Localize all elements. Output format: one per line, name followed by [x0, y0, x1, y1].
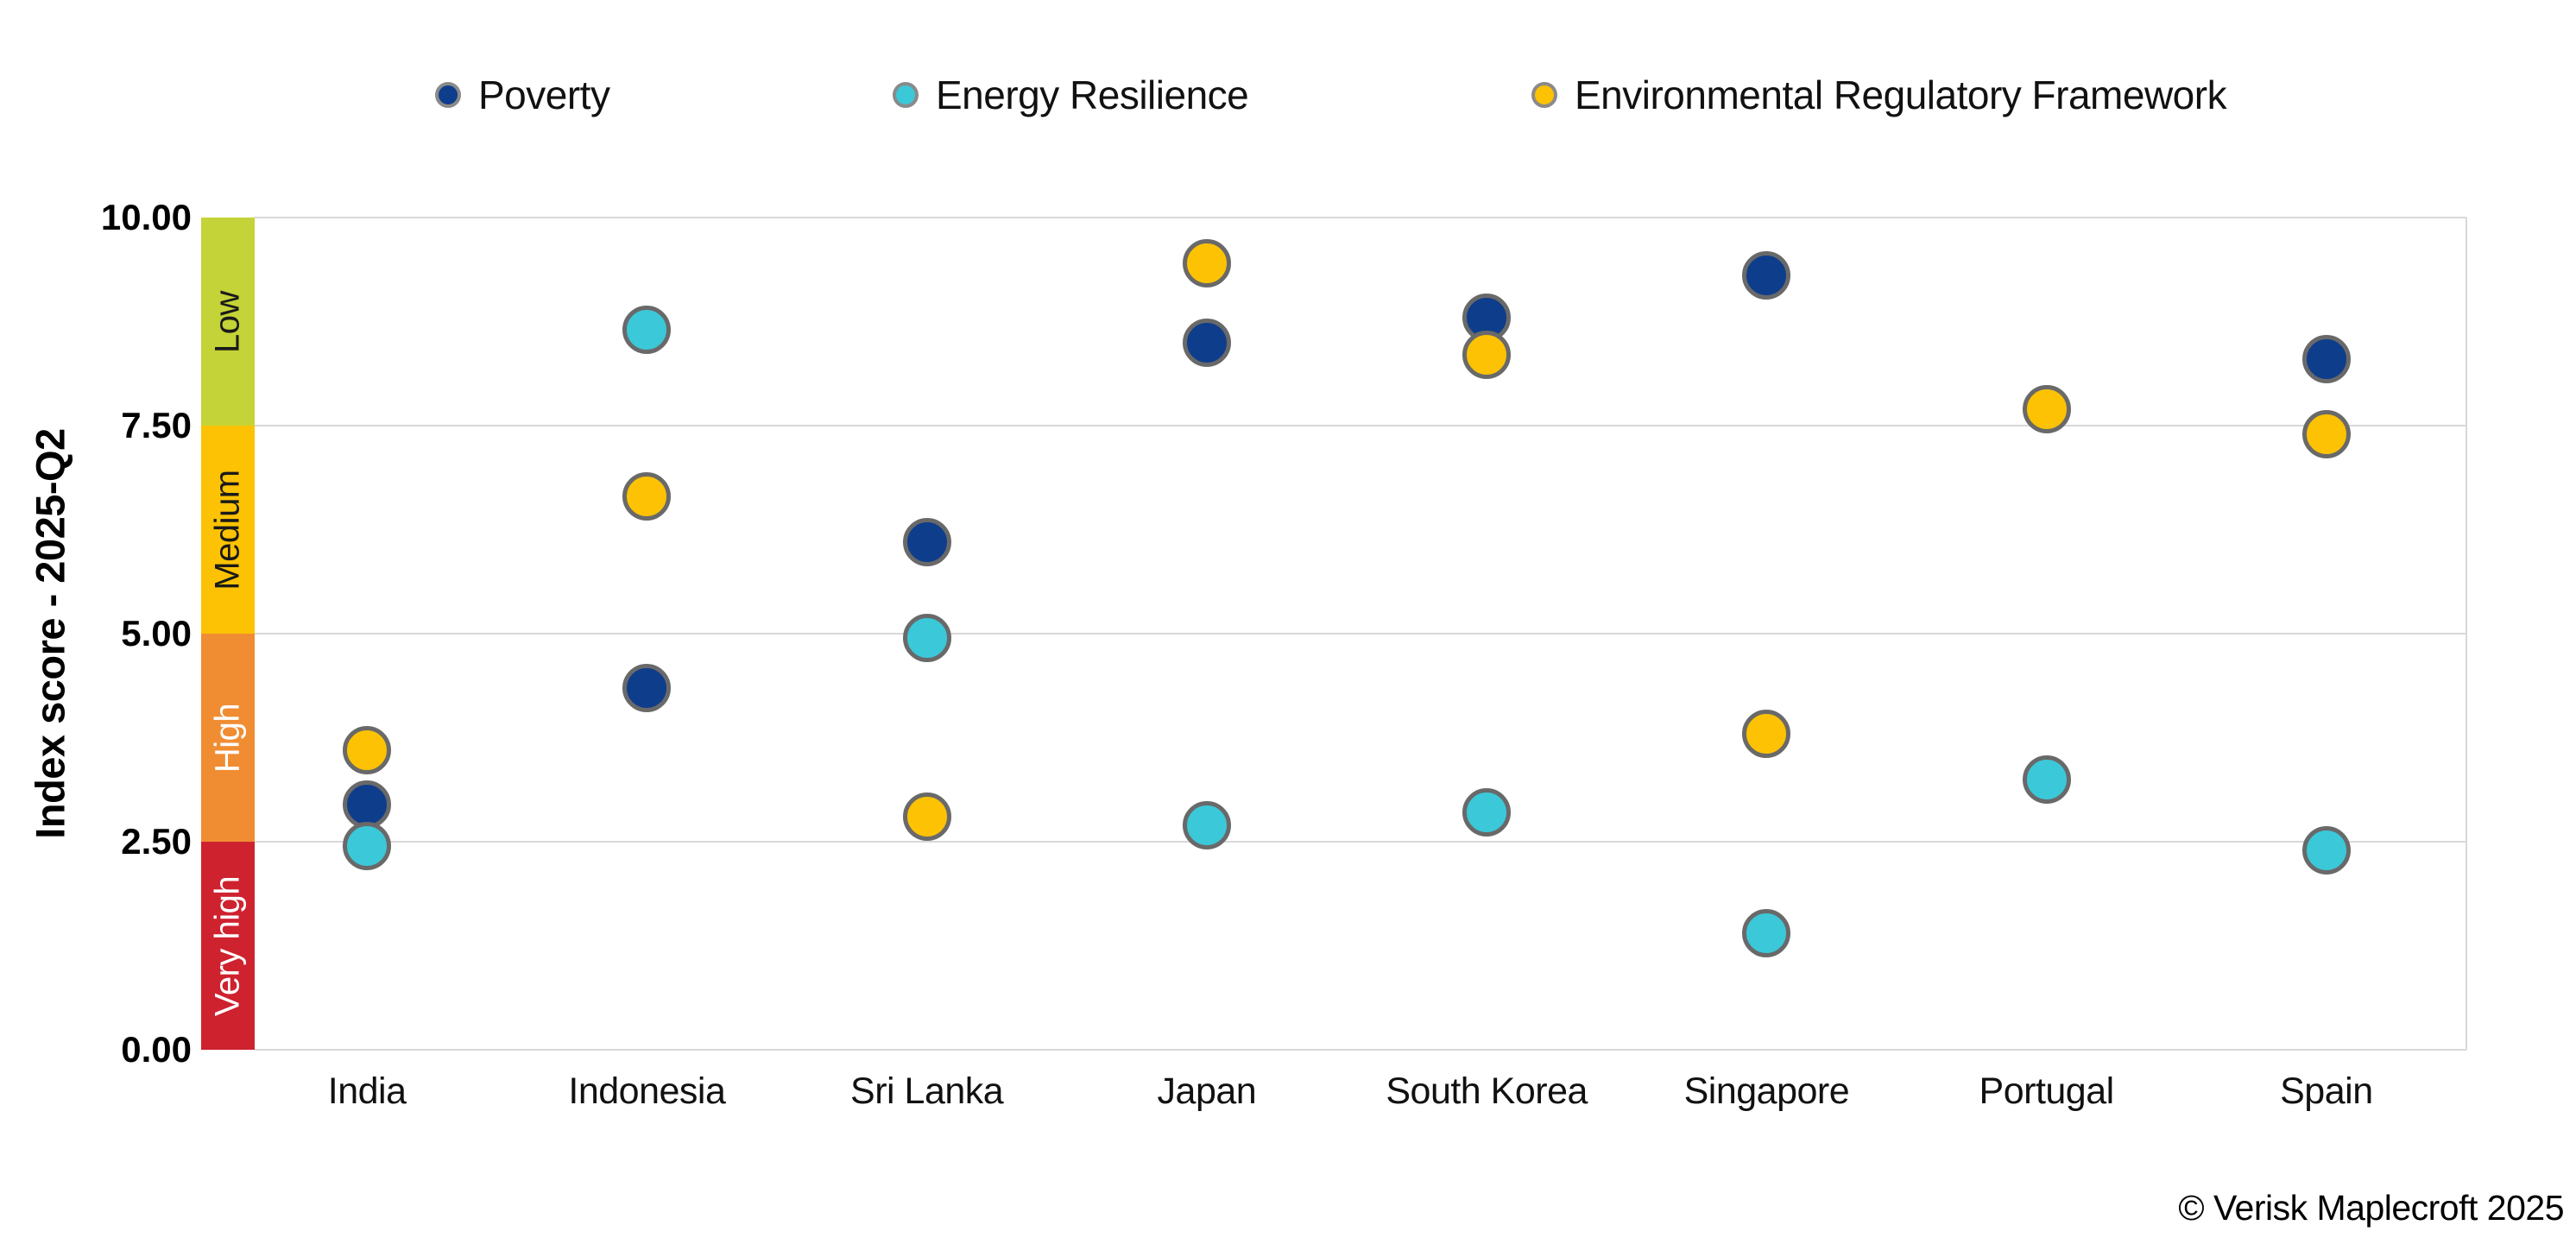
marker-environmental-regulatory-framework-indonesia[interactable]	[622, 471, 672, 521]
plot-right-border	[2466, 218, 2467, 1050]
risk-band-label-very-high: Very high	[208, 875, 247, 1016]
marker-environmental-regulatory-framework-spain[interactable]	[2301, 409, 2351, 458]
risk-band-label-medium: Medium	[208, 469, 247, 590]
legend-item-energy-resilience[interactable]: Energy Resilience	[893, 73, 1249, 117]
legend-item-poverty[interactable]: Poverty	[435, 73, 610, 117]
x-label-indonesia: Indonesia	[568, 1070, 726, 1112]
risk-band-high: High	[201, 634, 255, 842]
marker-environmental-regulatory-framework-japan[interactable]	[1182, 239, 1231, 288]
environmental-regulatory-framework-legend-dot-icon	[1531, 82, 1557, 108]
y-tick-10.00: 10.00	[100, 197, 192, 237]
legend-label: Environmental Regulatory Framework	[1575, 73, 2227, 117]
marker-energy-resilience-indonesia[interactable]	[622, 306, 672, 355]
risk-band-low: Low	[201, 218, 255, 426]
marker-energy-resilience-spain[interactable]	[2301, 825, 2351, 875]
marker-energy-resilience-japan[interactable]	[1182, 800, 1231, 849]
gridline-2.50	[255, 841, 2466, 843]
risk-band-medium: Medium	[201, 426, 255, 634]
x-label-japan: Japan	[1157, 1070, 1257, 1112]
marker-environmental-regulatory-framework-portugal[interactable]	[2022, 384, 2071, 433]
gridline-0.00	[255, 1049, 2466, 1051]
marker-environmental-regulatory-framework-india[interactable]	[343, 725, 392, 774]
energy-resilience-legend-dot-icon	[893, 82, 919, 108]
x-label-india: India	[327, 1070, 407, 1112]
legend-item-environmental-regulatory-framework[interactable]: Environmental Regulatory Framework	[1531, 73, 2227, 117]
y-tick-0.00: 0.00	[121, 1029, 192, 1070]
marker-environmental-regulatory-framework-sri-lanka[interactable]	[902, 792, 951, 842]
y-tick-2.50: 2.50	[121, 821, 192, 862]
copyright-text: © Verisk Maplecroft 2025	[2178, 1188, 2564, 1228]
risk-band-label-low: Low	[208, 290, 247, 353]
marker-energy-resilience-portugal[interactable]	[2022, 755, 2071, 804]
risk-band-very-high: Very high	[201, 842, 255, 1050]
marker-poverty-singapore[interactable]	[1742, 251, 1791, 300]
x-label-portugal: Portugal	[1979, 1070, 2115, 1112]
marker-energy-resilience-india[interactable]	[343, 821, 392, 870]
marker-poverty-sri-lanka[interactable]	[902, 517, 951, 566]
marker-environmental-regulatory-framework-south-korea[interactable]	[1462, 331, 1512, 380]
marker-energy-resilience-sri-lanka[interactable]	[902, 613, 951, 662]
legend-label: Poverty	[478, 73, 610, 117]
gridline-7.50	[255, 425, 2466, 426]
x-label-south-korea: South Korea	[1386, 1070, 1588, 1112]
marker-poverty-indonesia[interactable]	[622, 663, 672, 712]
y-tick-5.00: 5.00	[121, 613, 192, 654]
marker-poverty-spain[interactable]	[2301, 334, 2351, 383]
risk-band-label-high: High	[208, 703, 247, 773]
y-tick-7.50: 7.50	[121, 405, 192, 445]
x-label-sri-lanka: Sri Lanka	[850, 1070, 1004, 1112]
marker-energy-resilience-singapore[interactable]	[1742, 909, 1791, 958]
x-label-singapore: Singapore	[1683, 1070, 1850, 1112]
gridline-5.00	[255, 633, 2466, 635]
marker-energy-resilience-south-korea[interactable]	[1462, 788, 1512, 837]
gridline-10.00	[255, 217, 2466, 218]
x-label-spain: Spain	[2280, 1070, 2373, 1112]
poverty-legend-dot-icon	[435, 82, 461, 108]
marker-poverty-japan[interactable]	[1182, 318, 1231, 367]
legend-label: Energy Resilience	[936, 73, 1249, 117]
marker-environmental-regulatory-framework-singapore[interactable]	[1742, 709, 1791, 758]
